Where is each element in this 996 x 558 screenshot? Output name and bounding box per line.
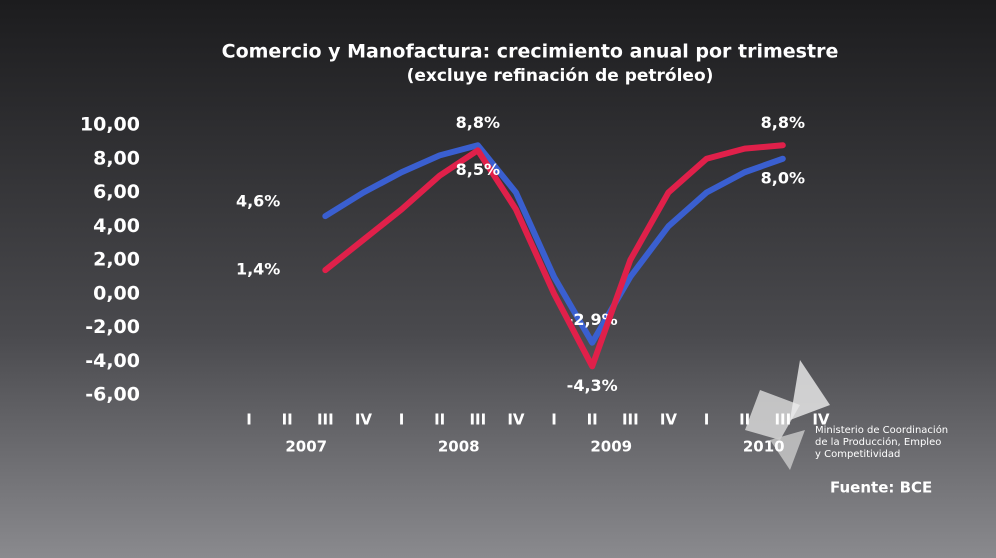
chart-subtitle: (excluye refinación de petróleo) — [407, 66, 714, 86]
annotation: Ministerio de Coordinación — [815, 424, 948, 436]
x-tick-label: I — [704, 411, 710, 429]
logo — [745, 360, 830, 470]
y-tick-label: -2,00 — [85, 316, 140, 338]
x-tick-label: II — [434, 411, 445, 429]
x-tick-label: II — [739, 411, 750, 429]
x-tick-label: II — [587, 411, 598, 429]
chart-title: Comercio y Manofactura: crecimiento anua… — [222, 41, 839, 63]
x-tick-label: IV — [507, 411, 525, 429]
data-label: 8,0% — [761, 168, 805, 187]
data-label: 8,8% — [456, 113, 500, 132]
x-tick-label: IV — [660, 411, 678, 429]
y-tick-label: 2,00 — [93, 249, 140, 271]
x-tick-label: III — [774, 411, 791, 429]
y-tick-label: -4,00 — [85, 350, 140, 372]
x-tick-label: III — [622, 411, 639, 429]
x-tick-label: II — [282, 411, 293, 429]
data-label: 1,4% — [236, 260, 280, 279]
annotation: y Competitividad — [815, 449, 900, 460]
x-tick-label: I — [399, 411, 405, 429]
x-tick-label: III — [317, 411, 334, 429]
data-label: -4,3% — [567, 376, 618, 395]
year-label: 2008 — [438, 438, 480, 456]
data-label: 8,5% — [456, 160, 500, 179]
year-label: 2010 — [743, 438, 785, 456]
x-tick-label: IV — [355, 411, 373, 429]
series-line — [322, 142, 786, 346]
y-tick-label: 4,00 — [93, 215, 140, 237]
series-line — [322, 142, 786, 370]
annotation: de la Producción, Empleo — [815, 436, 941, 448]
y-tick-label: 6,00 — [93, 181, 140, 203]
x-tick-label: IV — [812, 411, 830, 429]
year-label: 2009 — [590, 438, 632, 456]
x-tick-label: I — [551, 411, 557, 429]
y-tick-label: 8,00 — [93, 147, 140, 169]
data-label: 8,8% — [761, 113, 805, 132]
y-tick-label: 0,00 — [93, 282, 140, 304]
data-label: 4,6% — [236, 192, 280, 211]
year-label: 2007 — [285, 438, 327, 456]
y-tick-label: 10,00 — [80, 114, 140, 136]
x-tick-label: I — [246, 411, 252, 429]
source: Fuente: BCE — [830, 479, 932, 497]
x-tick-label: III — [469, 411, 486, 429]
y-tick-label: -6,00 — [85, 384, 140, 406]
